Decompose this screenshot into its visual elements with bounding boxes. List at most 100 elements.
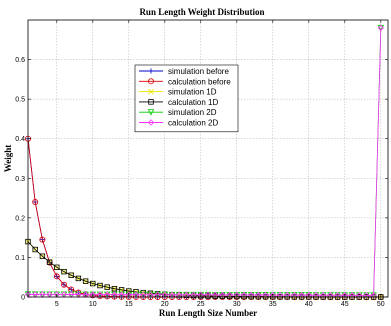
legend-label: calculation 1D <box>168 98 218 107</box>
x-tick-label: 40 <box>305 301 313 308</box>
legend-entry: calculation 1D <box>139 98 218 107</box>
legend-marker <box>148 88 154 95</box>
data-point <box>46 259 53 265</box>
chart-title: Run Length Weight Distribution <box>139 7 264 17</box>
data-point <box>176 291 183 298</box>
y-tick-label: 0.6 <box>15 57 25 64</box>
data-point <box>255 291 262 299</box>
plot-frame <box>27 19 389 298</box>
x-tick-label: 50 <box>377 301 385 308</box>
data-point <box>240 291 248 299</box>
data-point <box>183 291 190 299</box>
series-line <box>27 241 381 298</box>
data-point <box>377 24 384 32</box>
y-tick-label: 0.5 <box>15 97 25 104</box>
data-point <box>262 291 269 299</box>
data-point <box>111 285 118 292</box>
legend-label: calculation 2D <box>168 119 218 128</box>
series-line <box>27 138 381 298</box>
data-point <box>226 291 233 299</box>
legend-marker <box>147 109 155 116</box>
data-point <box>204 291 212 299</box>
data-point <box>363 292 370 299</box>
data-point <box>190 291 197 299</box>
data-point <box>305 292 312 299</box>
data-point <box>61 281 68 288</box>
x-tick-label: 25 <box>197 301 205 308</box>
data-point <box>212 291 219 299</box>
x-tick-label: 30 <box>233 301 241 308</box>
legend-marker <box>148 99 154 105</box>
data-point <box>312 292 320 299</box>
data-point <box>226 293 233 300</box>
data-point <box>97 293 104 300</box>
data-point <box>54 264 60 271</box>
series-calculation-2D <box>24 24 384 299</box>
data-point <box>68 272 74 278</box>
y-tick-label: 0.1 <box>15 255 25 262</box>
series-line <box>27 138 381 298</box>
legend-marker <box>147 119 155 126</box>
data-point <box>61 268 67 275</box>
y-tick-label: 0.3 <box>15 176 25 183</box>
legend-label: simulation before <box>168 67 229 76</box>
data-point <box>104 284 110 290</box>
data-point <box>168 291 176 298</box>
grid-layer <box>28 20 388 298</box>
data-point <box>32 246 38 253</box>
legend-entry: simulation before <box>139 67 229 76</box>
legend-entry: simulation 1D <box>139 88 217 97</box>
legend-entry: simulation 2D <box>139 108 217 117</box>
data-point <box>348 292 356 299</box>
data-point <box>298 292 305 299</box>
legend-entry: calculation 2D <box>139 119 218 128</box>
data-point <box>284 291 291 299</box>
data-point <box>97 282 103 289</box>
x-tick-label: 15 <box>125 301 133 308</box>
legend-label: simulation 2D <box>168 108 217 117</box>
data-point <box>370 292 377 299</box>
x-tick-label: 35 <box>269 301 277 308</box>
data-point <box>356 292 363 299</box>
legend-label: calculation before <box>168 77 231 86</box>
data-point <box>233 291 240 299</box>
x-tick-label: 5 <box>55 301 59 308</box>
x-tick-label: 45 <box>341 301 349 308</box>
data-point <box>39 253 46 259</box>
data-point <box>82 278 89 284</box>
data-point <box>126 288 132 294</box>
tick-layer: 5 10 15 20 25 30 35 40 45 50 0 0.1 0.2 0.3 0.4 0.5 0.6 <box>15 20 388 308</box>
legend-label: simulation 1D <box>168 88 217 97</box>
y-tick-label: 0.4 <box>15 136 25 143</box>
data-point <box>75 275 82 282</box>
data-point <box>334 292 341 299</box>
data-point <box>291 291 298 299</box>
data-point <box>248 291 255 299</box>
series-line <box>28 27 382 296</box>
data-point <box>53 273 60 280</box>
data-point <box>219 291 226 299</box>
data-point <box>32 199 39 206</box>
data-point <box>219 293 226 299</box>
data-point <box>197 291 204 299</box>
x-tick-label: 10 <box>89 301 97 308</box>
data-point <box>269 291 276 299</box>
x-axis-label: Run Length Size Number <box>159 308 257 318</box>
data-point <box>154 291 161 297</box>
data-point <box>104 293 111 300</box>
data-point <box>320 292 327 299</box>
data-point <box>241 293 247 300</box>
data-point <box>39 236 46 243</box>
x-tick-label: 20 <box>161 301 169 308</box>
data-point <box>341 292 348 299</box>
legend-marker <box>147 78 154 85</box>
legend-marker <box>148 68 154 74</box>
y-tick-label: 0.2 <box>15 215 25 222</box>
y-axis-label: Weight <box>3 145 13 173</box>
legend-entry: calculation before <box>139 77 231 86</box>
y-tick-label: 0 <box>21 295 25 302</box>
data-point <box>90 280 96 287</box>
data-point <box>327 292 334 299</box>
